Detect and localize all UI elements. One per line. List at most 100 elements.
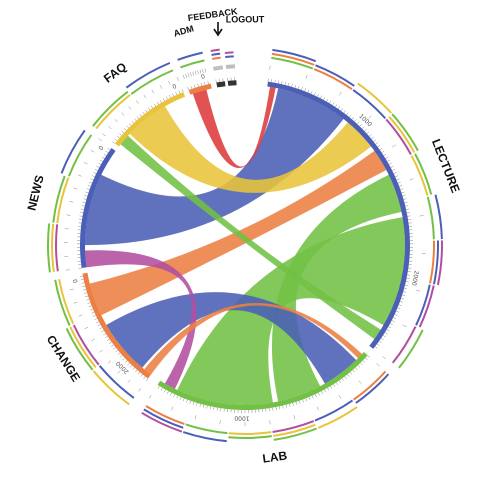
minor-tick [175, 91, 178, 95]
scale-tick [402, 324, 407, 328]
minor-tick [377, 343, 380, 346]
scale-tick [90, 149, 95, 153]
minor-tick [310, 90, 313, 94]
minor-tick [324, 389, 327, 393]
minor-tick [289, 403, 291, 407]
scale-tick [99, 349, 103, 353]
minor-tick [407, 215, 411, 217]
ring-band-lecture [313, 68, 353, 91]
minor-tick [80, 208, 84, 210]
minor-tick [315, 394, 317, 398]
scale-tick [121, 112, 125, 116]
minor-tick [397, 181, 401, 184]
scale-tick [102, 133, 106, 137]
minor-tick [395, 175, 399, 178]
minor-tick [403, 198, 407, 200]
minor-tick [113, 347, 116, 350]
outer-rings [46, 48, 443, 443]
minor-tick [103, 153, 107, 156]
scale-tick [409, 178, 414, 181]
scale-tick [305, 74, 308, 79]
scale-tick [197, 70, 199, 75]
minor-tick [166, 391, 169, 394]
minor-tick [204, 81, 206, 85]
minor-tick [199, 403, 201, 407]
minor-tick [375, 142, 379, 145]
minor-tick [317, 93, 319, 97]
ring-band-feedback [210, 48, 220, 52]
scale-tick [269, 65, 271, 70]
scale-tick [220, 65, 222, 70]
minor-tick [402, 294, 406, 296]
minor-tick [302, 399, 304, 403]
minor-tick [399, 185, 403, 187]
minor-tick [80, 212, 84, 214]
ring-band-lecture [426, 196, 435, 240]
minor-tick [384, 332, 388, 335]
minor-tick [335, 104, 338, 108]
minor-tick [84, 292, 88, 294]
minor-tick [172, 93, 174, 97]
ring-band-lecture [352, 89, 387, 120]
ring-band-lab [355, 373, 390, 404]
minor-tick [354, 119, 357, 122]
scale-tick [187, 73, 190, 78]
minor-tick [82, 201, 86, 204]
minor-tick [97, 324, 101, 327]
minor-tick [387, 159, 391, 162]
minor-tick [294, 84, 296, 88]
minor-tick [329, 100, 332, 104]
minor-tick [308, 397, 311, 400]
minor-tick [101, 156, 105, 159]
ring-band-lecture [414, 153, 433, 195]
scale-tick [419, 215, 424, 217]
minor-tick [91, 311, 95, 314]
minor-tick [392, 169, 396, 171]
scale-tick [202, 69, 204, 74]
minor-tick [139, 113, 142, 117]
minor-tick [406, 208, 410, 210]
minor-tick [351, 116, 355, 120]
ring-band-lab [145, 405, 185, 426]
minor-tick [83, 289, 87, 291]
minor-tick [134, 118, 137, 121]
scale-tick [194, 70, 197, 75]
minor-tick [99, 159, 103, 162]
minor-tick [339, 380, 342, 384]
ring-band-lecture [271, 56, 314, 70]
minor-tick [361, 126, 365, 129]
label-adm: ADM [172, 23, 194, 38]
minor-tick [101, 330, 104, 333]
minor-tick [79, 275, 83, 277]
ring-band-lecture [433, 240, 439, 285]
label-lecture: LECTURE [429, 137, 463, 195]
minor-tick [203, 404, 205, 408]
ring-band-lecture [391, 326, 417, 364]
minor-tick [92, 315, 96, 317]
scale-tick [117, 370, 121, 374]
ring-band-lab [317, 406, 358, 429]
ring-band-lab [143, 408, 184, 429]
minor-tick [197, 83, 199, 87]
minor-tick [136, 116, 140, 119]
minor-tick [120, 355, 123, 358]
scale-tick [218, 65, 221, 70]
minor-tick [173, 394, 175, 398]
minor-tick [394, 314, 398, 316]
segment-arc-feedback [216, 81, 226, 88]
minor-tick [330, 386, 333, 389]
minor-tick [355, 367, 358, 370]
ring-band-lab [141, 411, 183, 433]
minor-tick [81, 282, 85, 284]
minor-tick [279, 406, 281, 410]
ring-band-lecture [385, 118, 412, 155]
scale-tick [108, 126, 112, 130]
scale-tick [69, 288, 74, 291]
scale-tick [114, 119, 118, 123]
minor-tick [407, 274, 411, 276]
minor-tick [364, 128, 367, 132]
minor-tick [371, 136, 374, 140]
minor-tick [163, 389, 166, 393]
minor-tick [84, 195, 88, 197]
ring-band-change [69, 326, 97, 368]
